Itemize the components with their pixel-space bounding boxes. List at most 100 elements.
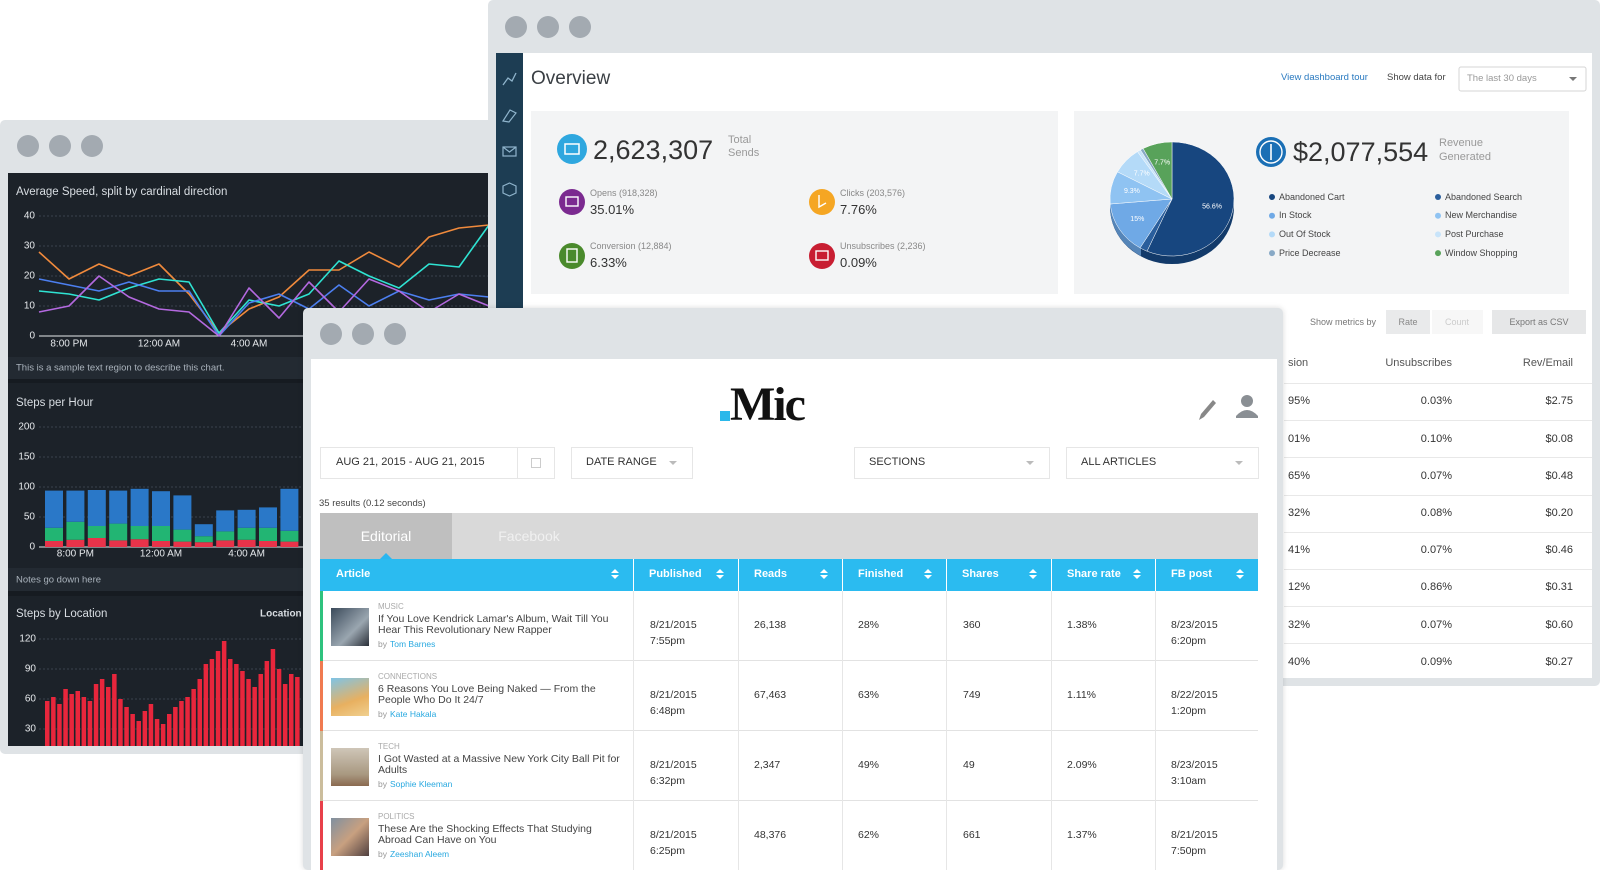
count-option[interactable]: Count (1444, 316, 1470, 327)
tour-link[interactable]: View dashboard tour (1281, 72, 1368, 84)
filter-box[interactable] (854, 447, 1050, 479)
reads: 48,376 (754, 828, 787, 841)
table-row[interactable] (320, 801, 1258, 870)
sends-label: Total Sends (728, 134, 760, 159)
article-title[interactable]: 6 Reasons You Love Being Naked — From th… (378, 683, 596, 706)
bar (124, 707, 129, 746)
legend-swatch (1269, 250, 1275, 257)
table-row[interactable] (320, 661, 1258, 731)
legend-swatch (1435, 250, 1441, 257)
column-divider (1051, 661, 1052, 731)
sort-icon (611, 575, 619, 579)
nav-icon[interactable] (502, 146, 517, 157)
window-button[interactable] (352, 322, 374, 345)
export-option[interactable]: Export as CSV (1509, 316, 1569, 327)
bar (57, 704, 62, 746)
published-date: 8/21/2015 (650, 828, 697, 841)
legend-swatch (1269, 212, 1275, 219)
byline: by Zeeshan Aleem (378, 849, 449, 859)
calendar-icon[interactable] (531, 458, 541, 468)
filter-box[interactable] (1066, 447, 1259, 479)
bar-segment (173, 529, 192, 542)
bar (289, 674, 294, 746)
metric-icon-glyph (566, 248, 578, 263)
export-button[interactable] (1492, 310, 1586, 334)
filter-box[interactable] (320, 447, 555, 479)
logo-dot (720, 411, 730, 421)
cell: 0.08% (1420, 507, 1452, 519)
column-header[interactable]: Shares (962, 568, 999, 581)
bar (276, 669, 282, 746)
nav-icon[interactable] (502, 109, 517, 123)
column-header[interactable]: FB post (1171, 568, 1212, 581)
column-header[interactable]: Finished (858, 568, 904, 581)
row-divider (1284, 420, 1592, 422)
bar-segment (237, 509, 256, 528)
revenue-label: Revenue Generated (1439, 137, 1491, 163)
period-select[interactable] (1458, 66, 1587, 92)
article-section: MUSIC (378, 602, 404, 612)
bar (191, 689, 196, 746)
mic-window: Mic AUG 21, 2015 - AUG 21, 2015 DATE RANG… (303, 308, 1283, 870)
sends-value: 2,623,307 (593, 134, 714, 165)
nav-icon[interactable] (502, 72, 517, 86)
article-title[interactable]: These Are the Shocking Effects That Stud… (378, 823, 592, 846)
window-button[interactable] (17, 135, 39, 157)
cell: 0.09% (1420, 655, 1452, 668)
author[interactable]: Kate Hakala (389, 708, 437, 719)
bar (167, 714, 172, 746)
legend-swatch (1269, 194, 1275, 200)
metric-value: 7.76% (840, 202, 877, 218)
column-header[interactable]: Article (336, 568, 371, 581)
table-row[interactable] (320, 731, 1258, 801)
nav-icon[interactable] (502, 182, 517, 197)
column-divider (842, 559, 843, 591)
tab[interactable]: Editorial (360, 527, 412, 544)
author[interactable]: Tom Barnes (389, 638, 436, 649)
row-divider (1284, 643, 1592, 645)
bar (215, 651, 221, 746)
column-header[interactable]: Share rate (1067, 568, 1121, 581)
window-button[interactable] (505, 15, 527, 38)
author[interactable]: Sophie Kleeman (389, 778, 453, 789)
y-tick-label: 0 (29, 542, 35, 553)
rate-button[interactable] (1386, 310, 1430, 334)
article-title[interactable]: I Got Wasted at a Massive New York City … (378, 753, 620, 776)
count-button[interactable] (1432, 310, 1483, 334)
bar-segment (259, 541, 277, 547)
column-header[interactable]: Reads (754, 568, 788, 581)
metric-icon (809, 189, 835, 215)
bar (154, 719, 160, 746)
sends-icon-glyph (564, 143, 580, 155)
table-row[interactable] (320, 591, 1258, 661)
window-button[interactable] (569, 15, 591, 38)
bar-segment (259, 527, 277, 541)
byline: by Kate Hakala (378, 709, 436, 719)
filter-caret (1235, 461, 1243, 465)
window-button[interactable] (81, 135, 103, 157)
cell: $0.60 (1545, 618, 1573, 631)
article-title[interactable]: If You Love Kendrick Lamar's Album, Wait… (378, 613, 609, 636)
rate-option[interactable]: Rate (1398, 316, 1418, 327)
bar-segment (280, 541, 299, 547)
cell: $0.27 (1545, 655, 1573, 668)
column-divider (946, 559, 947, 591)
tab-active[interactable] (320, 513, 452, 559)
window-button[interactable] (537, 15, 559, 38)
author[interactable]: Zeeshan Aleem (389, 848, 450, 859)
metric-label: Clicks (203,576) (840, 187, 906, 198)
bar (130, 714, 135, 746)
window-button[interactable] (320, 322, 342, 345)
column-header[interactable]: Published (649, 568, 702, 581)
bar (51, 697, 56, 746)
share-rate: 1.11% (1067, 688, 1096, 701)
share-rate: 1.37% (1067, 828, 1097, 841)
tab[interactable]: Facebook (498, 527, 560, 544)
bar (63, 689, 68, 746)
share-rate: 2.09% (1067, 758, 1097, 771)
metric-label: Opens (918,328) (590, 187, 658, 198)
chart-title: Steps by Location (16, 608, 107, 620)
window-button[interactable] (384, 322, 406, 345)
bar (252, 687, 257, 746)
window-button[interactable] (49, 135, 71, 157)
